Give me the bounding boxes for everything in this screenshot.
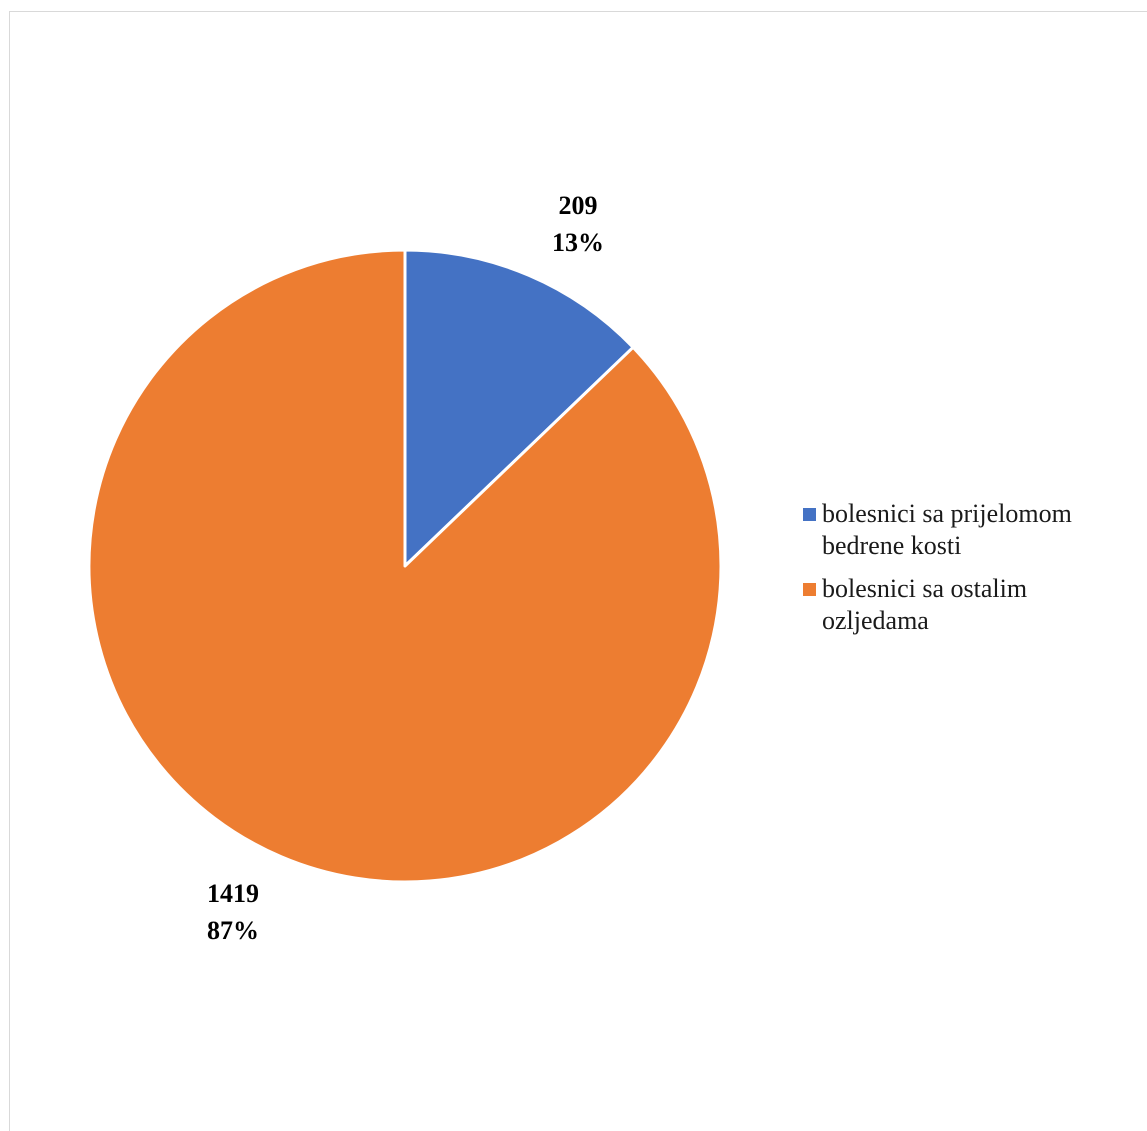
legend-swatch-0 <box>803 508 816 521</box>
pie-slice-0 <box>403 248 635 568</box>
chart-frame <box>9 11 1147 1131</box>
data-labels: 209 13% 1419 87% <box>207 191 604 945</box>
slice-label-percent-1: 87% <box>207 916 259 945</box>
slice-label-value-0: 209 <box>559 191 598 220</box>
legend-label-0: bolesnici sa prijelomom bedrene kosti <box>822 499 1072 560</box>
legend-item-1: bolesnici sa ostalim ozljedama <box>803 573 1143 637</box>
legend: bolesnici sa prijelomom bedrene kosti bo… <box>803 498 1143 648</box>
slice-label-value-1: 1419 <box>207 879 259 908</box>
legend-label-1: bolesnici sa ostalim ozljedama <box>822 574 1028 635</box>
pie-slice-1 <box>87 248 723 884</box>
legend-item-0: bolesnici sa prijelomom bedrene kosti <box>803 498 1143 562</box>
pie-slices <box>87 248 723 884</box>
legend-swatch-1 <box>803 583 816 596</box>
slice-label-percent-0: 13% <box>552 228 604 257</box>
